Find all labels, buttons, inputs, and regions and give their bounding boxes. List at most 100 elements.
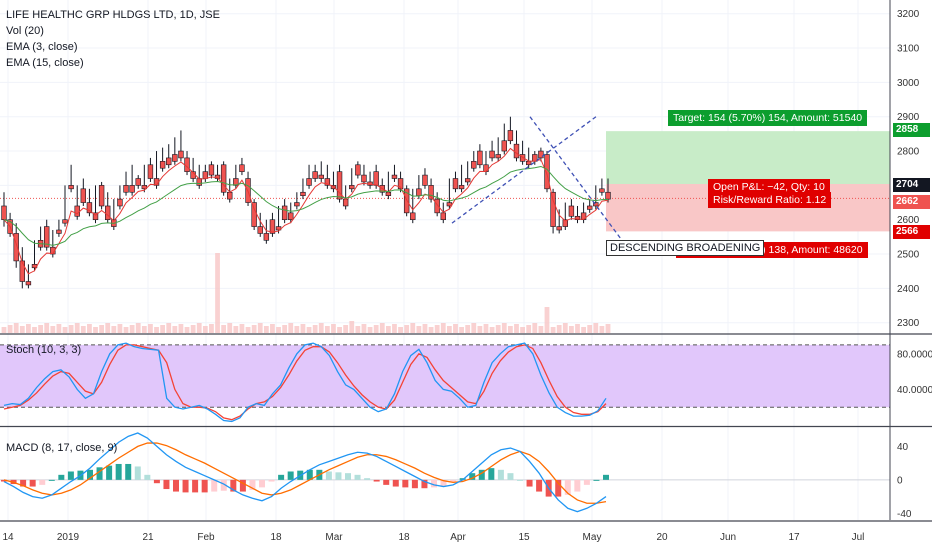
target-badge[interactable]: Target: 154 (5.70%) 154, Amount: 51540 xyxy=(668,110,868,126)
candle-body xyxy=(556,226,562,231)
rr-badge[interactable]: Risk/Reward Ratio: 1.12 xyxy=(708,192,832,208)
candle-body xyxy=(269,219,276,234)
candle-body xyxy=(471,161,477,169)
candle-body xyxy=(1,205,7,221)
pattern-drawing[interactable] xyxy=(451,116,623,241)
stoch-k-line xyxy=(3,342,607,423)
volume-bar xyxy=(349,321,355,333)
macd-histogram-bar xyxy=(20,479,27,487)
time-tick-label: May xyxy=(583,532,602,543)
candle-body xyxy=(513,143,520,159)
candle-body xyxy=(391,174,398,179)
candle-body xyxy=(166,157,172,166)
price-tick-label: 2400 xyxy=(897,284,920,295)
volume-bar xyxy=(392,324,397,333)
volume-bar xyxy=(270,324,275,333)
macd-histogram-bar xyxy=(421,479,428,489)
macd-histogram-bar xyxy=(249,479,256,490)
volume-bar xyxy=(154,327,159,333)
volume-bar xyxy=(257,323,263,333)
legend-vol[interactable]: Vol (20) xyxy=(6,25,44,37)
candle-body xyxy=(220,164,227,193)
volume-bar xyxy=(19,326,25,333)
candle-body xyxy=(452,178,459,190)
volume-bar xyxy=(26,324,31,333)
volume-bar xyxy=(32,327,37,333)
volume-bar xyxy=(398,327,403,333)
volume-bar xyxy=(373,325,379,333)
macd-histogram-bar xyxy=(517,479,523,481)
macd-tick-label: 0 xyxy=(897,475,903,486)
volume-bar xyxy=(105,323,111,333)
candle-body xyxy=(288,212,294,221)
volume-bar xyxy=(99,325,105,333)
candle-body xyxy=(519,154,526,162)
time-tick-label: 20 xyxy=(656,532,668,543)
candle-body xyxy=(599,188,605,193)
stoch-band-fill xyxy=(0,344,890,408)
volume-bar xyxy=(532,323,538,333)
macd-histogram-bar xyxy=(39,479,46,485)
price-tag-entry: 2704 xyxy=(893,178,930,192)
candle-body xyxy=(105,205,111,221)
time-tick-label: Jun xyxy=(720,532,736,543)
legend-macd[interactable]: MACD (8, 17, close, 9) xyxy=(6,442,118,454)
price-tag-target: 2858 xyxy=(893,123,930,137)
macd-histogram-bar xyxy=(153,479,160,484)
volume-bar xyxy=(556,325,562,333)
candle-body xyxy=(68,185,74,190)
candle-body xyxy=(92,212,99,221)
macd-histogram-bar xyxy=(230,479,237,492)
candle-body xyxy=(605,191,611,200)
candle-body xyxy=(477,150,483,166)
volume-bar xyxy=(385,326,391,333)
price-tick-label: 3100 xyxy=(897,44,920,55)
volume-bar xyxy=(507,326,513,333)
candle-body xyxy=(464,178,471,183)
candle-body xyxy=(410,212,416,221)
volume-bar xyxy=(379,323,385,333)
legend-stoch[interactable]: Stoch (10, 3, 3) xyxy=(6,344,82,356)
volume-bar xyxy=(593,323,599,333)
volume-bar xyxy=(367,327,373,333)
macd-histogram-bar xyxy=(239,479,246,492)
candle-body xyxy=(361,174,367,183)
pnl-badge[interactable]: Open P&L: −42, Qty: 10 xyxy=(708,179,830,195)
candle-body xyxy=(349,185,355,190)
volume-bar xyxy=(575,324,580,333)
pattern-label[interactable]: DESCENDING BROADENING xyxy=(606,240,765,256)
candle-body xyxy=(239,164,245,172)
macd-histogram-bar xyxy=(67,471,74,480)
macd-histogram-bar xyxy=(392,479,399,487)
volume-bar xyxy=(324,326,330,333)
volume-bar xyxy=(440,323,446,333)
candle-body xyxy=(196,178,202,186)
candle-body xyxy=(306,178,312,186)
volume-bar xyxy=(459,327,464,333)
price-tag-last: 2662 xyxy=(893,195,930,209)
volume-bar xyxy=(587,325,593,333)
time-tick-label: Apr xyxy=(450,532,466,543)
candle-body xyxy=(147,164,154,179)
macd-histogram-bar xyxy=(182,479,189,493)
candles xyxy=(1,116,611,289)
time-tick-label: Jul xyxy=(852,532,865,543)
legend-symbol[interactable]: LIFE HEALTHC GRP HLDGS LTD, 1D, JSE xyxy=(6,9,220,21)
legend-ema3[interactable]: EMA (3, close) xyxy=(6,41,78,53)
volume-bar xyxy=(288,323,294,333)
volume-bar xyxy=(184,327,190,333)
candle-body xyxy=(501,140,507,152)
volume-bar xyxy=(135,323,141,333)
candle-body xyxy=(562,219,568,227)
price-tick-label: 2900 xyxy=(897,112,920,123)
macd-histogram-bar xyxy=(58,474,65,480)
macd-histogram-bar xyxy=(354,474,361,480)
volume-bar xyxy=(239,324,245,333)
legend-ema15[interactable]: EMA (15, close) xyxy=(6,57,84,69)
candle-body xyxy=(141,185,148,190)
volume-bar xyxy=(233,326,239,333)
macd-histogram-bar xyxy=(335,472,342,480)
candle-body xyxy=(98,185,105,207)
ema3-line xyxy=(3,147,609,275)
